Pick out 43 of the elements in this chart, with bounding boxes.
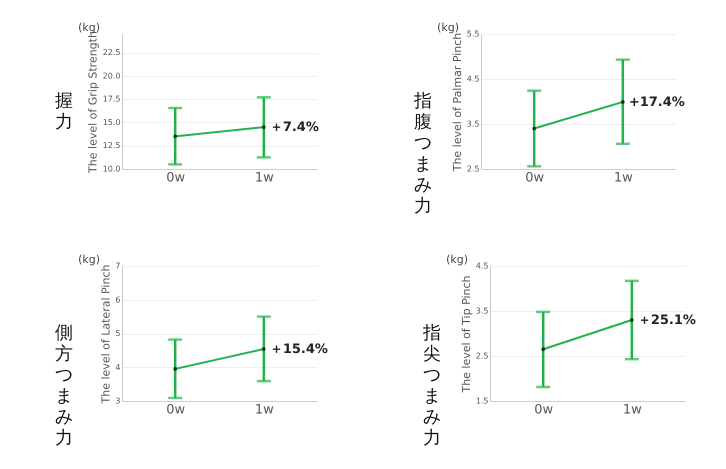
y-tick-label: 4.5: [476, 262, 488, 270]
y-tick-label: 5: [115, 329, 120, 338]
y-tick-label: 6: [115, 295, 120, 304]
annotation: ＋15.4%: [270, 342, 328, 358]
text: (kg): [437, 21, 459, 34]
y-tick-label: 15.0: [102, 118, 120, 127]
y-tick-label: 2.5: [476, 352, 488, 360]
text: 側方つまみ力: [55, 322, 73, 448]
y-axis-title: The level of Palmar Pinch: [450, 32, 464, 172]
text: 握力: [55, 90, 73, 132]
annotation: ＋25.1%: [638, 313, 696, 328]
x-tick-label: 0w: [166, 402, 186, 418]
y-tick-label: 2.5: [466, 164, 480, 174]
text: 指腹つまみ力: [413, 90, 432, 216]
y-axis-title: The level of Tip Pinch: [460, 275, 473, 394]
y-tick-label: 20.0: [102, 71, 120, 80]
y-tick-label: 4: [115, 362, 120, 372]
x-tick-label: 1w: [254, 402, 274, 418]
text: (kg): [446, 253, 468, 266]
y-tick-label: 3.5: [476, 306, 488, 316]
text: 指尖つまみ力: [422, 322, 441, 448]
y-tick-label: 5.5: [466, 30, 480, 38]
x-tick-label: 0w: [534, 402, 554, 418]
x-tick-label: 1w: [254, 170, 274, 186]
x-tick-label: 0w: [166, 170, 186, 186]
y-axis-title: The level of Lateral Pinch: [99, 264, 112, 404]
y-axis-title: The level of Grip Strength: [86, 31, 100, 174]
x-tick-label: 1w: [622, 402, 642, 418]
y-tick-label: 17.5: [102, 94, 120, 104]
y-tick-label: 4.5: [466, 74, 480, 84]
x-tick-label: 1w: [614, 170, 634, 186]
annotation: +17.4%: [628, 94, 685, 110]
annotation: ＋7.4%: [270, 120, 319, 136]
y-tick-label: 10.0: [102, 164, 120, 174]
text: (kg): [78, 253, 100, 266]
y-tick-label: 12.5: [102, 141, 120, 150]
y-tick-label: 7: [115, 262, 120, 270]
y-tick-label: 1.5: [476, 396, 488, 406]
y-tick-label: 3: [115, 396, 120, 406]
x-tick-label: 0w: [525, 170, 544, 186]
y-tick-label: 3.5: [466, 120, 480, 128]
y-tick-label: 22.5: [102, 48, 120, 58]
text: (kg): [78, 21, 100, 34]
